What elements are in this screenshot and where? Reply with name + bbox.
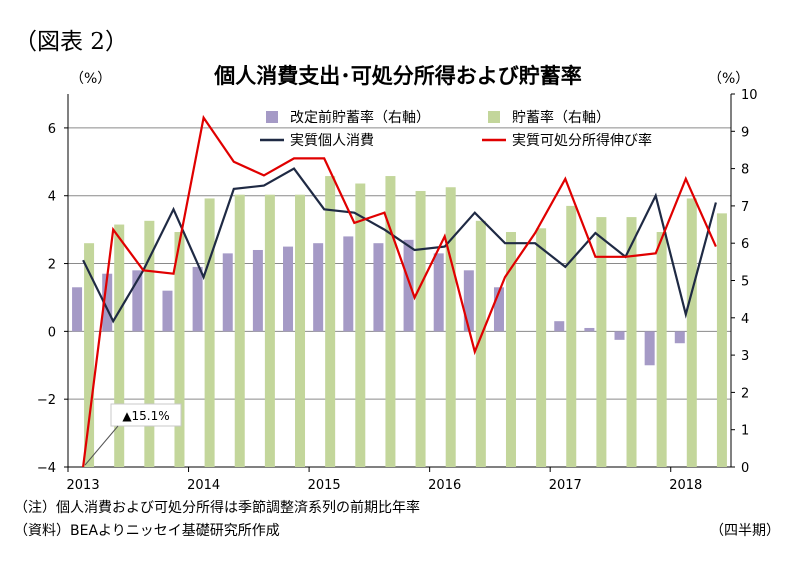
right-tick-label: 10	[741, 88, 758, 103]
bar-prerevision-saving-rate	[192, 266, 203, 332]
bar-saving-rate	[355, 183, 366, 467]
legend: 改定前貯蓄率（右軸） 貯蓄率（右軸） 実質個人消費 実質可処分所得伸び率	[260, 109, 652, 149]
bar-saving-rate	[415, 190, 426, 468]
left-tick-label: 6	[48, 122, 56, 137]
left-tick-label: 2	[48, 258, 56, 273]
bar-prerevision-saving-rate	[644, 331, 655, 366]
right-tick-label: 2	[741, 386, 749, 401]
right-tick-label: 6	[741, 237, 749, 252]
bar-prerevision-saving-rate	[403, 239, 414, 332]
bar-saving-rate	[566, 205, 577, 467]
left-tick-label: 4	[48, 190, 56, 205]
bar-saving-rate	[114, 224, 125, 467]
right-tick-label: 3	[741, 349, 749, 364]
bar-prerevision-saving-rate	[162, 290, 173, 332]
x-year-label: 2018	[669, 478, 702, 493]
bar-saving-rate	[174, 232, 185, 467]
bar-saving-rate	[264, 194, 275, 467]
right-tick-label: 7	[741, 200, 749, 215]
bar-prerevision-saving-rate	[102, 273, 113, 332]
bar-prerevision-saving-rate	[554, 321, 565, 332]
x-year-label: 2014	[187, 478, 220, 493]
legend-swatch	[488, 111, 500, 123]
right-tick-label: 0	[741, 461, 749, 476]
bar-group	[72, 176, 727, 468]
bar-prerevision-saving-rate	[252, 249, 263, 332]
bar-prerevision-saving-rate	[463, 270, 474, 332]
footnote-source: （資料）BEAよりニッセイ基礎研究所作成	[14, 523, 280, 539]
right-tick-label: 5	[741, 275, 749, 290]
bar-prerevision-saving-rate	[343, 236, 354, 332]
left-tick-label: −4	[37, 461, 56, 476]
bar-prerevision-saving-rate	[283, 246, 294, 332]
bar-saving-rate	[295, 194, 306, 467]
line-real-consumption	[82, 167, 717, 324]
bar-prerevision-saving-rate	[493, 287, 504, 332]
right-tick-label: 8	[741, 163, 749, 178]
legend-label: 実質個人消費	[290, 133, 374, 149]
legend-label: 改定前貯蓄率（右軸）	[290, 109, 430, 126]
annotation-group: ▲15.1%	[84, 403, 182, 466]
x-period-label: （四半期）	[710, 523, 780, 539]
x-year-label: 2016	[428, 478, 461, 493]
bar-saving-rate	[656, 232, 667, 467]
bar-saving-rate	[204, 198, 215, 467]
bar-prerevision-saving-rate	[373, 243, 384, 332]
bar-saving-rate	[84, 243, 95, 467]
chart-title: 個人消費支出･可処分所得および貯蓄率	[214, 64, 582, 88]
bar-saving-rate	[536, 228, 547, 467]
bar-saving-rate	[234, 194, 245, 467]
bar-saving-rate	[686, 198, 697, 467]
legend-label: 実質可処分所得伸び率	[512, 132, 652, 149]
annotation-leader	[84, 425, 119, 466]
bar-prerevision-saving-rate	[72, 287, 83, 332]
footnote-note: （注）個人消費および可処分所得は季節調整済系列の前期比年率	[14, 500, 420, 516]
left-tick-label: −2	[37, 393, 56, 408]
bar-saving-rate	[325, 176, 336, 467]
bar-prerevision-saving-rate	[433, 253, 444, 332]
left-axis-unit: （%）	[70, 71, 112, 87]
x-year-label: 2017	[549, 478, 582, 493]
annotation-box	[110, 403, 182, 427]
bar-saving-rate	[626, 217, 637, 467]
bar-saving-rate	[716, 213, 727, 467]
right-tick-label: 1	[741, 424, 749, 439]
bar-prerevision-saving-rate	[614, 331, 625, 340]
right-tick-label: 4	[741, 312, 749, 327]
bar-prerevision-saving-rate	[222, 253, 233, 332]
left-tick-label: 0	[48, 325, 56, 340]
bar-saving-rate	[596, 217, 607, 467]
bar-saving-rate	[445, 187, 456, 467]
right-tick-label: 9	[741, 125, 749, 140]
x-year-label: 2013	[67, 478, 100, 493]
legend-swatch	[266, 111, 278, 123]
bar-prerevision-saving-rate	[313, 243, 324, 332]
bar-prerevision-saving-rate	[584, 327, 595, 332]
line-real-disposable-income	[82, 114, 717, 468]
right-axis-unit: （%）	[708, 71, 750, 87]
bar-saving-rate	[385, 176, 396, 467]
bar-saving-rate	[505, 232, 516, 467]
x-year-label: 2015	[308, 478, 341, 493]
bar-saving-rate	[475, 220, 486, 467]
bar-saving-rate	[144, 220, 155, 467]
legend-label: 貯蓄率（右軸）	[512, 109, 610, 126]
bar-prerevision-saving-rate	[132, 270, 143, 332]
annotation-label: ▲15.1%	[122, 409, 169, 423]
bar-prerevision-saving-rate	[674, 331, 685, 344]
figure-label: （図表 2）	[14, 29, 128, 55]
